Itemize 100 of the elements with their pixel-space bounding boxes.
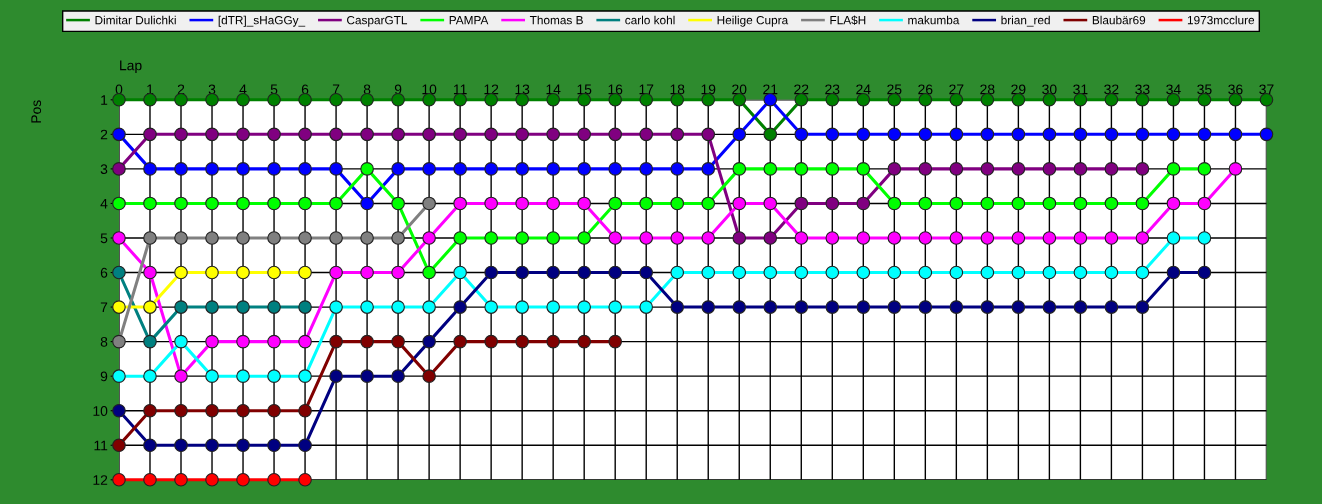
point [670,300,685,314]
point [484,162,498,176]
y-tick-label: 6 [100,267,108,278]
point [608,334,622,349]
point [887,300,902,314]
point [484,196,498,211]
point [236,162,250,176]
point [422,127,436,142]
point [329,265,343,280]
point [1042,162,1057,176]
x-axis-title: Lap [120,60,142,74]
point [205,265,219,280]
point [1135,265,1150,280]
point [422,334,436,349]
point [949,196,964,211]
x-tick-label: 2 [177,84,185,95]
point [577,196,591,211]
point [1135,196,1150,211]
point [918,265,933,280]
point [298,300,312,314]
point [453,196,467,211]
point [236,300,250,314]
point [1197,265,1212,280]
point [1011,127,1026,142]
point [732,300,747,314]
point [205,369,219,383]
point [577,265,591,280]
y-tick-label: 11 [94,440,108,451]
point [298,196,312,211]
point [1228,127,1243,142]
point [825,231,840,245]
point [918,162,933,176]
point [1104,231,1119,245]
point [267,300,281,314]
x-tick-label: 26 [918,84,933,95]
point [360,265,374,280]
point [639,231,654,245]
point [422,196,436,211]
point [205,473,219,487]
point [453,265,467,280]
point [143,196,157,211]
y-tick-label: 2 [100,129,108,140]
x-tick-label: 36 [1228,84,1243,95]
point [174,473,188,487]
point [174,300,188,314]
point [391,300,405,314]
point [701,300,716,314]
point [1073,300,1088,314]
point [949,127,964,142]
point [546,334,560,349]
point [763,300,778,314]
point [298,369,312,383]
point [763,127,778,142]
point [546,265,560,280]
legend-label: Blaubär69 [1092,15,1146,25]
point [484,231,498,245]
point [174,369,188,383]
point [856,231,871,245]
point [205,92,219,107]
point [143,127,157,142]
point [267,92,281,107]
point [1135,300,1150,314]
point [825,196,840,211]
point [298,92,312,107]
point [143,92,157,107]
x-tick-label: 8 [363,84,371,95]
point [267,473,281,487]
point [980,196,995,211]
point [918,231,933,245]
point [236,265,250,280]
point [143,265,157,280]
x-tick-label: 0 [115,84,123,95]
point [763,265,778,280]
point [980,127,995,142]
y-tick-label: 10 [93,406,108,416]
point [701,127,716,142]
legend-label: makumba [908,15,960,25]
point [391,127,405,142]
point [794,300,809,314]
point [1073,231,1088,245]
point [205,231,219,245]
point [1197,162,1212,176]
y-tick-label: 3 [100,164,108,175]
point [825,162,840,176]
point [360,196,374,211]
point [887,162,902,176]
point [267,438,281,453]
point [298,334,312,349]
point [949,231,964,245]
point [577,127,591,142]
point [205,403,219,418]
point [453,300,467,314]
point [143,334,157,349]
x-tick-label: 23 [825,84,840,95]
point [205,196,219,211]
point [267,403,281,418]
point [577,334,591,349]
point [267,265,281,280]
point [918,196,933,211]
x-tick-label: 16 [608,84,623,95]
